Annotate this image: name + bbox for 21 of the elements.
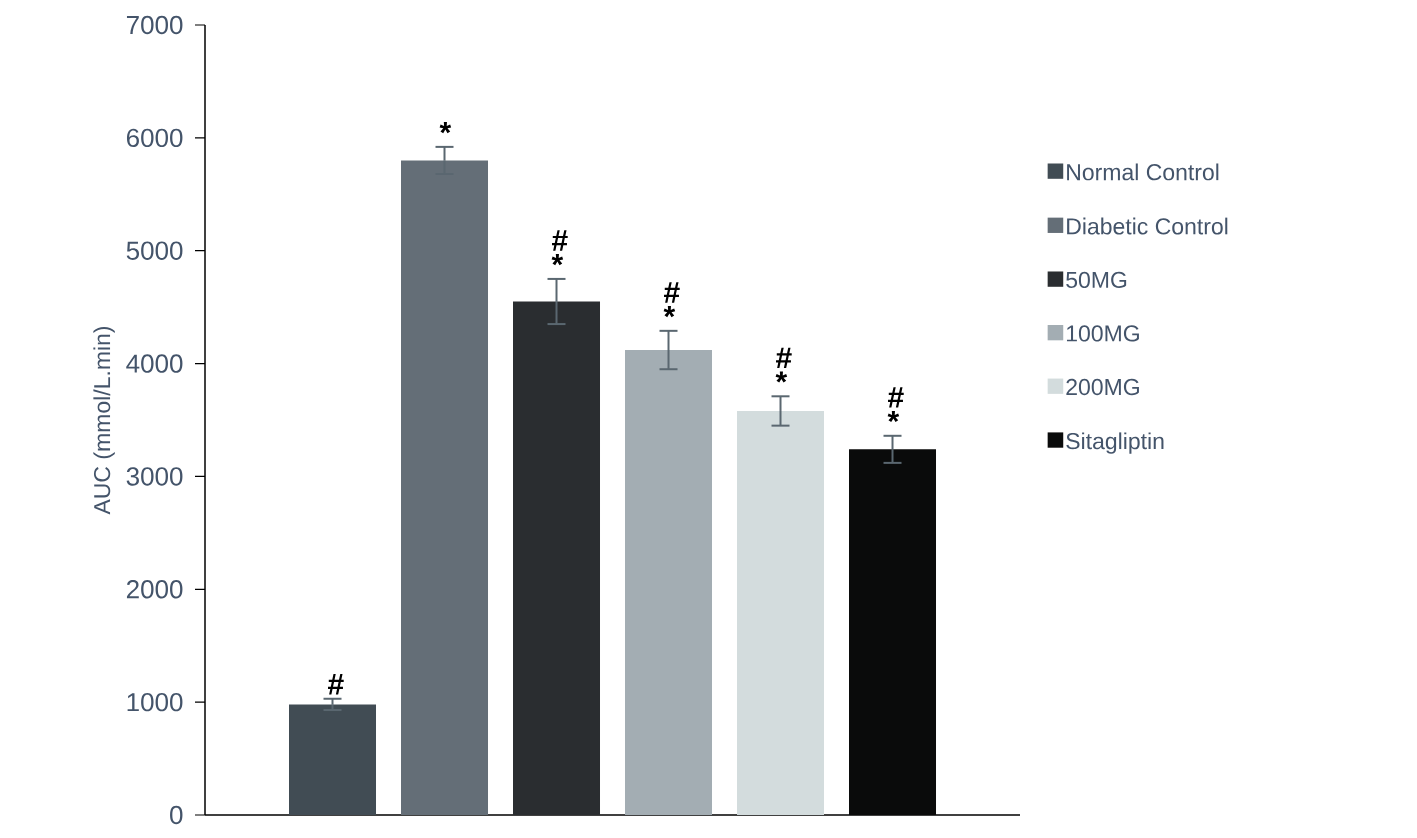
y-tick-label: 6000 [126, 128, 183, 148]
y-axis-title: AUC (mmol/L.min) [93, 326, 115, 515]
y-tick-label: 4000 [126, 354, 183, 373]
legend-label: 50MG [1066, 271, 1127, 289]
y-tick-label: 1000 [127, 692, 183, 712]
legend-label: Sitagliptin [1066, 432, 1164, 454]
data-label: # * [887, 387, 904, 423]
data-label: # * [551, 230, 568, 266]
data-label: * [439, 122, 452, 134]
y-tick-label: 7000 [126, 15, 183, 35]
y-tick-label: 3000 [126, 467, 183, 486]
y-tick-label: 0 [170, 805, 183, 825]
legend-label: Normal Control [1067, 163, 1219, 181]
data-label: # [328, 674, 344, 695]
legend-label: 100MG [1066, 325, 1139, 342]
data-label: # * [663, 282, 680, 318]
legend-label: Diabetic Control [1067, 217, 1228, 235]
legend-label: 200MG [1066, 378, 1139, 396]
y-tick-label: 2000 [126, 580, 183, 599]
data-label: # * [775, 347, 792, 383]
y-tick-label: 5000 [126, 241, 183, 260]
